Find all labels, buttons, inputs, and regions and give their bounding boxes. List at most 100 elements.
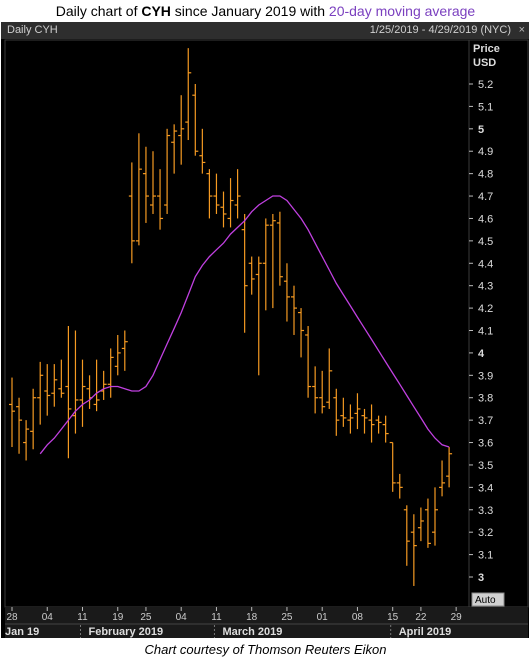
x-tick-label: 11 bbox=[211, 612, 222, 623]
chart-frame: Daily CYH 1/25/2019 - 4/29/2019 (NYC) × … bbox=[1, 22, 529, 638]
ohlc-bar bbox=[220, 191, 227, 228]
ohlc-bar bbox=[291, 285, 297, 335]
chart-header: Daily CYH 1/25/2019 - 4/29/2019 (NYC) × bbox=[1, 22, 529, 39]
y-axis-title: Price bbox=[473, 43, 500, 55]
title-ma-text: 20-day moving average bbox=[328, 3, 476, 19]
ohlc-bar bbox=[44, 364, 51, 416]
ohlc-bar bbox=[93, 359, 100, 412]
ohlc-bar bbox=[255, 256, 262, 376]
title-ticker: CYH bbox=[141, 3, 171, 19]
y-tick-label: 4.2 bbox=[478, 303, 493, 315]
x-tick-label: 19 bbox=[112, 612, 124, 623]
x-tick-label: 22 bbox=[415, 612, 427, 623]
ohlc-bar bbox=[347, 404, 354, 434]
ohlc-bar bbox=[150, 151, 156, 214]
ohlc-bar bbox=[185, 48, 192, 141]
x-month-label: Jan 19 bbox=[5, 626, 39, 638]
x-tick-label: 15 bbox=[387, 612, 399, 623]
ohlc-bar bbox=[16, 397, 23, 454]
ohlc-bar bbox=[142, 146, 149, 223]
ohlc-bar bbox=[262, 218, 269, 311]
ohlc-bar bbox=[128, 162, 135, 264]
x-tick-label: 28 bbox=[6, 612, 18, 623]
y-tick-label: 3.8 bbox=[478, 393, 493, 405]
y-tick-label: 5.2 bbox=[478, 79, 493, 91]
ohlc-bar bbox=[410, 514, 417, 586]
ohlc-bar bbox=[114, 334, 121, 376]
ohlc-bar bbox=[319, 370, 326, 414]
ohlc-bar bbox=[333, 388, 340, 436]
chart-title: Daily chart of CYH since January 2019 wi… bbox=[0, 0, 531, 22]
y-tick-label: 4.1 bbox=[478, 326, 493, 338]
x-tick-label: 04 bbox=[176, 612, 188, 623]
ohlc-bar bbox=[417, 507, 424, 542]
y-tick-label: 3.3 bbox=[478, 505, 493, 517]
title-middle: since January 2019 with bbox=[170, 3, 329, 19]
ohlc-bar bbox=[298, 308, 305, 358]
ohlc-bar bbox=[58, 359, 65, 398]
ohlc-bar bbox=[171, 124, 178, 174]
ohlc-bar bbox=[51, 364, 58, 407]
y-tick-label: 3.1 bbox=[478, 550, 493, 562]
auto-button-label: Auto bbox=[475, 595, 496, 606]
x-tick-label: 08 bbox=[352, 612, 364, 623]
ohlc-bar bbox=[361, 408, 368, 434]
x-month-label: April 2019 bbox=[399, 626, 452, 638]
x-tick-label: 11 bbox=[77, 612, 88, 623]
ohlc-bar bbox=[446, 447, 453, 488]
x-month-label: March 2019 bbox=[222, 626, 282, 638]
x-tick-label: 18 bbox=[246, 612, 258, 623]
y-tick-label: 4 bbox=[478, 348, 485, 360]
chart-caption: Chart courtesy of Thomson Reuters Eikon bbox=[144, 642, 387, 657]
ohlc-bar bbox=[432, 487, 438, 546]
y-tick-label: 3.2 bbox=[478, 527, 493, 539]
plot-area bbox=[4, 39, 470, 608]
ohlc-bar bbox=[192, 84, 199, 156]
y-tick-label: 3.7 bbox=[478, 415, 493, 427]
ohlc-bar bbox=[312, 366, 319, 414]
y-tick-label: 4.3 bbox=[478, 281, 493, 293]
x-tick-label: 25 bbox=[281, 612, 293, 623]
ohlc-bar bbox=[157, 169, 164, 230]
ohlc-bar bbox=[248, 256, 255, 295]
x-axis-band bbox=[5, 607, 528, 638]
ohlc-bar bbox=[368, 404, 375, 443]
x-tick-label: 04 bbox=[42, 612, 54, 623]
y-tick-label: 5 bbox=[478, 124, 484, 136]
y-tick-label: 4.4 bbox=[478, 258, 493, 270]
ohlc-bar bbox=[227, 178, 234, 228]
chart-header-instrument: Daily CYH bbox=[7, 24, 58, 36]
x-tick-label: 29 bbox=[451, 612, 463, 623]
ohlc-bar bbox=[424, 498, 431, 548]
ohlc-bar bbox=[79, 359, 86, 427]
y-tick-label: 3 bbox=[478, 572, 484, 584]
ohlc-bar bbox=[234, 169, 241, 219]
y-tick-label: 4.7 bbox=[478, 191, 493, 203]
x-tick-label: 01 bbox=[317, 612, 329, 623]
ohlc-bar bbox=[269, 213, 276, 309]
ohlc-bar bbox=[283, 263, 290, 322]
ohlc-bar bbox=[65, 326, 72, 459]
ohlc-bar bbox=[340, 397, 347, 427]
auto-button bbox=[471, 592, 505, 607]
ohlc-bar bbox=[213, 173, 220, 214]
title-prefix: Daily chart of bbox=[55, 3, 142, 19]
ohlc-bar bbox=[439, 460, 446, 497]
ohlc-bar bbox=[30, 388, 37, 450]
ohlc-bar bbox=[37, 361, 44, 425]
ohlc-bar bbox=[354, 393, 361, 430]
ohlc-bar bbox=[178, 95, 185, 165]
y-tick-label: 4.5 bbox=[478, 236, 493, 248]
y-tick-label: 4.9 bbox=[478, 146, 493, 158]
chart-header-date-range: 1/25/2019 - 4/29/2019 (NYC) bbox=[369, 24, 511, 36]
close-icon[interactable]: × bbox=[518, 24, 525, 36]
x-tick-label: 25 bbox=[140, 612, 152, 623]
ohlc-bar bbox=[389, 441, 396, 492]
y-tick-label: 3.6 bbox=[478, 438, 493, 450]
ohlc-bar bbox=[396, 473, 403, 499]
ohlc-bar bbox=[305, 326, 312, 398]
x-month-label: February 2019 bbox=[89, 626, 164, 638]
y-tick-label: 5.1 bbox=[478, 101, 493, 113]
ohlc-bar bbox=[135, 133, 142, 246]
ohlc-bar bbox=[121, 330, 128, 371]
